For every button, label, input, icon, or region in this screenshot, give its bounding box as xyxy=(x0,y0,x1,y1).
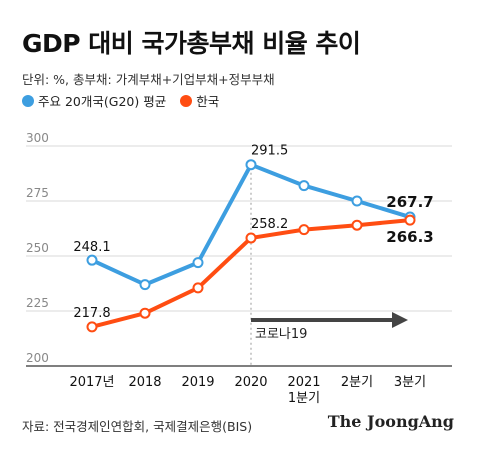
data-point-1 xyxy=(86,321,98,333)
x-tick-label: 2019 xyxy=(181,375,214,390)
x-tick-label: 2021 1분기 xyxy=(287,375,320,406)
data-point-1 xyxy=(298,224,310,236)
y-tick-label: 200 xyxy=(26,351,49,365)
covid-label: 코로나19 xyxy=(255,327,307,342)
data-label: 258.2 xyxy=(251,217,288,232)
data-label: 267.7 xyxy=(386,193,433,211)
data-point-1 xyxy=(404,214,416,226)
data-label: 248.1 xyxy=(73,240,110,255)
y-tick-label: 225 xyxy=(26,296,49,310)
x-tick-label: 2분기 xyxy=(341,375,373,390)
x-tick-label: 2017년 xyxy=(69,375,114,390)
unit-note: 단위: %, 총부채: 가계부채+기업부채+정부부채 xyxy=(22,72,275,87)
data-point-1 xyxy=(245,232,257,244)
data-point-0 xyxy=(245,159,257,171)
x-tick-label: 2018 xyxy=(128,375,161,390)
data-label: 266.3 xyxy=(386,228,433,246)
data-label: 291.5 xyxy=(251,144,288,159)
legend-item-g20: 주요 20개국(G20) 평균 xyxy=(22,91,166,110)
x-tick-label: 3분기 xyxy=(394,375,426,390)
data-point-1 xyxy=(139,307,151,319)
source-note: 자료: 전국경제인연합회, 국제결제은행(BIS) xyxy=(22,419,253,434)
legend-label-korea: 한국 xyxy=(196,94,220,109)
y-tick-label: 275 xyxy=(26,186,49,200)
legend-item-korea: 한국 xyxy=(180,91,219,110)
y-tick-label: 250 xyxy=(26,241,49,255)
data-point-0 xyxy=(351,195,363,207)
legend-label-g20: 주요 20개국(G20) 평균 xyxy=(38,94,167,109)
data-point-0 xyxy=(298,180,310,192)
x-tick-label: 2020 xyxy=(234,375,267,390)
covid-arrow-head xyxy=(392,312,408,328)
data-point-0 xyxy=(192,257,204,269)
data-label: 217.8 xyxy=(73,306,110,321)
brand-logo: The JoongAng xyxy=(327,412,454,431)
legend-swatch-korea xyxy=(180,94,193,107)
legend: 주요 20개국(G20) 평균 한국 xyxy=(22,91,233,110)
chart-title: GDP 대비 국가총부채 비율 추이 xyxy=(22,29,361,58)
data-point-1 xyxy=(192,282,204,294)
data-point-0 xyxy=(86,254,98,266)
data-point-1 xyxy=(351,219,363,231)
y-tick-label: 300 xyxy=(26,131,49,145)
legend-swatch-g20 xyxy=(22,94,34,107)
data-point-0 xyxy=(139,279,151,291)
